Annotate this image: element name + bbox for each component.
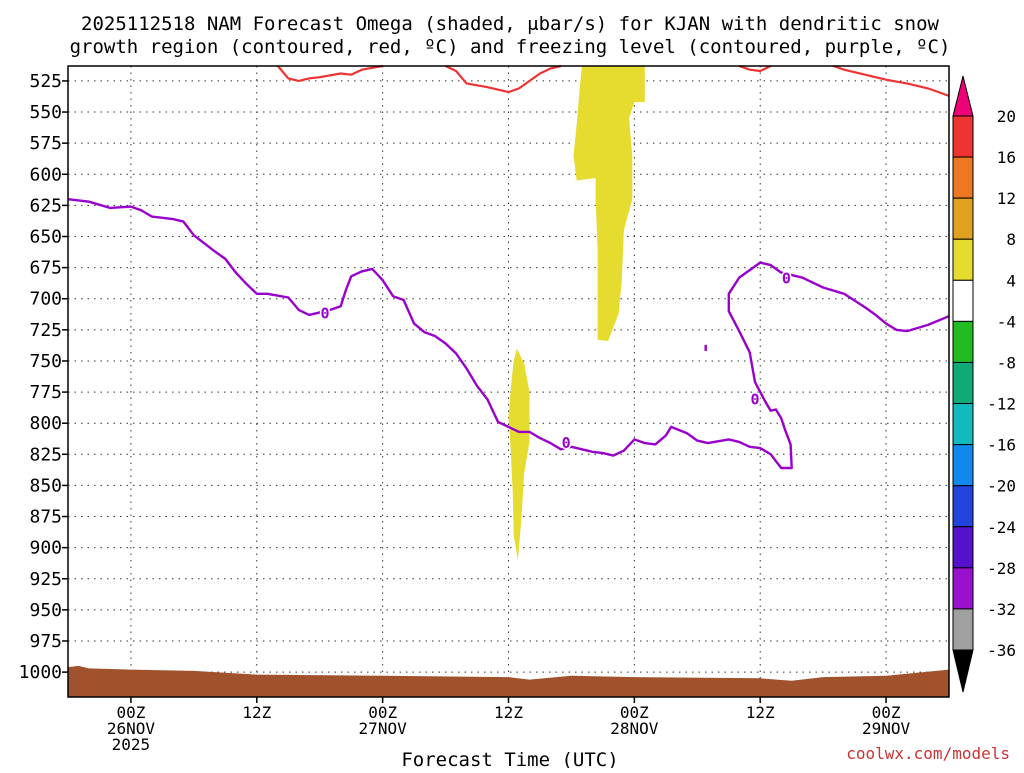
y-tick-label-575: 575 xyxy=(29,133,62,154)
y-tick-label-525: 525 xyxy=(29,71,62,92)
colorbar-bottom-arrow xyxy=(952,649,974,693)
colorbar-label-9: -20 xyxy=(987,477,1016,496)
freezing-level-label-3: 0 xyxy=(782,270,791,288)
y-tick-label-900: 900 xyxy=(29,538,62,559)
colorbar-label-0: 20 xyxy=(997,107,1016,126)
dendritic-growth-contour xyxy=(276,64,950,97)
x-tick-label-24-1: 27NOV xyxy=(359,719,408,738)
y-tick-label-625: 625 xyxy=(29,195,62,216)
y-tick-label-875: 875 xyxy=(29,507,62,528)
colorbar-label-8: -16 xyxy=(987,436,1016,455)
y-tick-label-825: 825 xyxy=(29,444,62,465)
colorbar-label-10: -24 xyxy=(987,518,1016,537)
grid-lines xyxy=(68,66,949,697)
chart-title-line-1: 2025112518 NAM Forecast Omega (shaded, μ… xyxy=(81,13,939,35)
freezing-level-label-0: 0 xyxy=(320,304,329,322)
x-tick-label-0-1: 26NOV xyxy=(107,719,156,738)
dendritic-segment-2 xyxy=(738,64,772,73)
y-tick-label-675: 675 xyxy=(29,258,62,279)
freezing-level-label-2: 0 xyxy=(750,390,759,408)
colorbar-swatch-4 xyxy=(952,279,974,322)
x-tick-label-24-0: 00Z xyxy=(368,703,397,722)
x-tick-label-36-0: 12Z xyxy=(494,703,523,722)
colorbar-top-arrow xyxy=(952,75,974,117)
colorbar-label-11: -28 xyxy=(987,559,1016,578)
colorbar-swatch-11 xyxy=(952,567,974,610)
credit-link[interactable]: coolwx.com/models xyxy=(846,744,1010,763)
x-tick-label-0-2: 2025 xyxy=(112,735,151,754)
x-tick-label-60-0: 12Z xyxy=(746,703,775,722)
y-tick-label-725: 725 xyxy=(29,320,62,341)
omega-region-0 xyxy=(573,66,645,342)
y-tick-label-975: 975 xyxy=(29,631,62,652)
omega-shading xyxy=(508,66,645,561)
x-tick-label-72-1: 29NOV xyxy=(862,719,911,738)
y-tick-label-1000: 1000 xyxy=(19,662,62,683)
y-tick-label-550: 550 xyxy=(29,102,62,123)
y-tick-label-600: 600 xyxy=(29,164,62,185)
y-tick-label-700: 700 xyxy=(29,289,62,310)
colorbar-legend: 20 16 12 8 4 -4 -8 -12 -16 -20 -24 -28 -32 -36 xyxy=(952,75,1016,693)
colorbar-label-4: 4 xyxy=(1006,271,1016,290)
colorbar-swatch-5 xyxy=(952,320,974,363)
colorbar-label-2: 12 xyxy=(997,189,1016,208)
colorbar-swatch-1 xyxy=(952,156,974,199)
colorbar-swatch-7 xyxy=(952,403,974,446)
plot-frame xyxy=(67,65,950,698)
dendritic-segment-0 xyxy=(276,64,383,83)
colorbar-label-13: -36 xyxy=(987,641,1016,660)
colorbar-label-6: -8 xyxy=(997,353,1016,372)
colorbar-label-5: -4 xyxy=(997,312,1016,331)
x-tick-label-72-0: 00Z xyxy=(872,703,901,722)
x-tick-label-48-1: 28NOV xyxy=(610,719,659,738)
y-tick-label-850: 850 xyxy=(29,475,62,496)
dendritic-segment-1 xyxy=(445,64,562,94)
y-axis-ticks: 525 550 575 600 625 650 675 700 725 750 775 800 825 8… xyxy=(19,71,68,683)
y-tick-label-650: 650 xyxy=(29,227,62,248)
colorbar-swatch-10 xyxy=(952,526,974,569)
y-tick-label-925: 925 xyxy=(29,569,62,590)
dendritic-segment-3 xyxy=(833,64,950,97)
colorbar-swatch-6 xyxy=(952,361,974,405)
colorbar-swatch-0 xyxy=(952,115,974,158)
x-tick-label-48-0: 00Z xyxy=(620,703,649,722)
colorbar-swatch-2 xyxy=(952,197,974,240)
y-tick-label-800: 800 xyxy=(29,413,62,434)
colorbar-label-7: -12 xyxy=(987,395,1016,414)
y-tick-label-750: 750 xyxy=(29,351,62,372)
colorbar-label-12: -32 xyxy=(987,600,1016,619)
x-axis-title: Forecast Time (UTC) xyxy=(401,749,618,768)
terrain-fill xyxy=(68,665,949,697)
y-tick-label-950: 950 xyxy=(29,600,62,621)
colorbar-swatch-8 xyxy=(952,444,974,487)
chart-title-line-2: growth region (contoured, red, ºC) and f… xyxy=(70,36,951,58)
colorbar-label-1: 16 xyxy=(997,148,1016,167)
freezing-level-label-1: 0 xyxy=(562,434,571,452)
colorbar-swatch-12 xyxy=(952,608,974,651)
omega-region-1 xyxy=(508,348,530,561)
colorbar-label-3: 8 xyxy=(1006,230,1016,249)
x-tick-label-0-0: 00Z xyxy=(116,703,145,722)
colorbar-swatch-3 xyxy=(952,238,974,281)
colorbar-swatch-9 xyxy=(952,485,974,528)
freezing-line-main xyxy=(67,198,950,470)
ground-fill xyxy=(68,665,949,697)
x-tick-label-12-0: 12Z xyxy=(242,703,271,722)
freezing-level-contour: 0 0 0 0 xyxy=(67,198,950,470)
y-tick-label-775: 775 xyxy=(29,382,62,403)
